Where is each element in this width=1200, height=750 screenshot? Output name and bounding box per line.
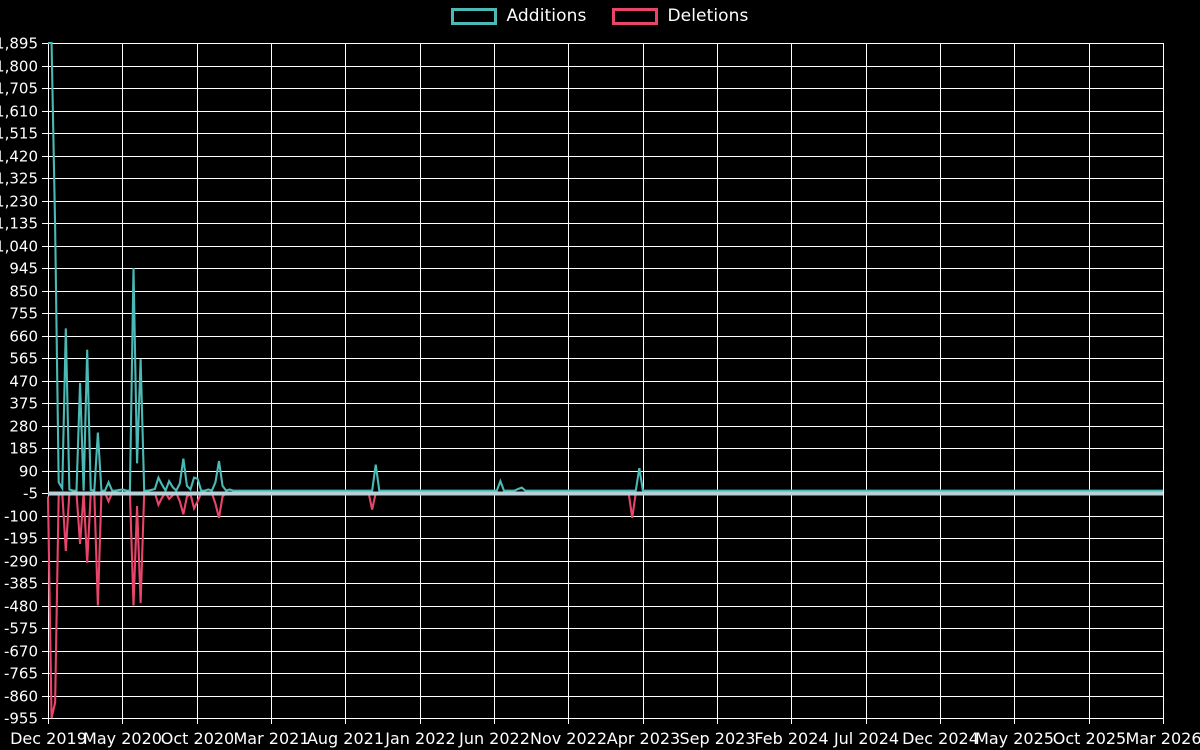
y-axis-tick-label: 1,420 [0,148,38,166]
x-axis-tick-label: Feb 2024 [754,729,828,748]
y-axis-tick-label: 565 [9,350,38,368]
y-axis-tick-label: -575 [4,620,38,638]
x-axis-tick-label: Jun 2022 [458,729,530,748]
x-axis-tick-label: Nov 2022 [530,729,607,748]
y-axis-tick-label: 280 [9,418,38,436]
y-axis-tick-label: 850 [9,283,38,301]
y-axis-tick-label: 1,135 [0,215,38,233]
vertical-gridlines [47,43,1165,718]
y-axis-tick-label: 1,610 [0,103,38,121]
x-axis-tick-label: Sep 2023 [680,729,756,748]
y-axis-tick-label: -385 [4,575,38,593]
x-axis-tick-label: Jan 2022 [384,729,455,748]
y-axis-tick-label: 375 [9,395,38,413]
y-axis-tick-label: 1,515 [0,125,38,143]
y-axis-tick-label: -100 [4,508,38,526]
y-axis-tick-label: -765 [4,665,38,683]
y-axis-tick-label: -290 [4,553,38,571]
x-axis-tick-label: May 2025 [975,729,1054,748]
y-axis-tick-label: 1,325 [0,170,38,188]
y-axis-tick-label: 1,230 [0,193,38,211]
axis-tick-marks [42,42,1165,724]
y-axis-tick-label: 470 [9,373,38,391]
x-axis-tick-label: Jul 2024 [833,729,899,748]
y-axis-tick-label: -860 [4,688,38,706]
data-series-group [46,41,1163,719]
x-axis-tick-label: Oct 2020 [161,729,234,748]
series-line-deletions [46,491,1124,719]
horizontal-gridlines [48,42,1163,720]
y-axis-tick-label: 185 [9,440,38,458]
y-axis-tick-label: -670 [4,643,38,661]
x-axis-tick-label: Mar 2021 [234,729,310,748]
y-axis-tick-label: 1,895 [0,35,38,53]
y-axis-tick-label: -195 [4,530,38,548]
y-axis-tick-label: 1,040 [0,238,38,256]
y-axis-labels: 1,895 1,800 1,705 1,610 1,515 1,420 1,325 1,230… [0,35,38,728]
x-axis-tick-label: May 2020 [83,729,162,748]
y-axis-tick-label: -5 [23,485,38,503]
series-line-additions [48,41,1163,494]
y-axis-tick-label: 1,705 [0,80,38,98]
x-axis-tick-label: Apr 2023 [607,729,680,748]
x-axis-tick-label: Dec 2024 [902,729,979,748]
y-axis-tick-label: 755 [9,305,38,323]
y-axis-tick-label: 945 [9,260,38,278]
x-axis-tick-label: Dec 2019 [10,729,87,748]
y-axis-tick-label: -955 [4,710,38,728]
y-axis-tick-label: -480 [4,598,38,616]
x-axis-tick-label: Oct 2025 [1053,729,1126,748]
y-axis-tick-label: 660 [9,328,38,346]
y-axis-tick-label: 90 [19,463,38,481]
x-axis-tick-label: Mar 2026 [1126,729,1200,748]
x-axis-tick-label: Aug 2021 [307,729,384,748]
y-axis-tick-label: 1,800 [0,58,38,76]
